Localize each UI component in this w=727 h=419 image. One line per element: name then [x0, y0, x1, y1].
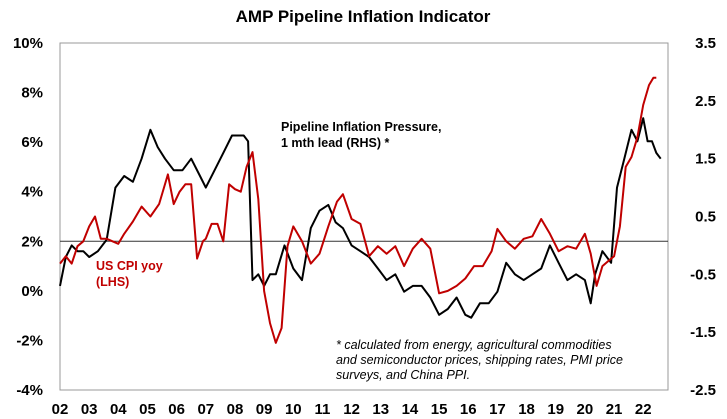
x-axis-tick-label: 11 — [315, 401, 331, 418]
x-axis-tick-label: 20 — [577, 401, 594, 418]
left-axis-ticks: 10% 8% 6% 4% 2% 0% -2% -4% — [13, 35, 43, 399]
left-axis-tick-label: 10% — [13, 35, 43, 52]
x-axis-tick-label: 10 — [285, 401, 302, 418]
right-axis-tick-label: 1.5 — [695, 151, 716, 168]
right-axis-tick-label: -0.5 — [690, 266, 716, 283]
left-axis-tick-label: 4% — [21, 184, 43, 201]
x-axis-tick-label: 05 — [139, 401, 156, 418]
right-axis-tick-label: 2.5 — [695, 93, 716, 110]
right-axis-tick-label: -2.5 — [690, 382, 716, 399]
x-axis-tick-label: 14 — [402, 401, 419, 418]
right-axis-tick-label: 3.5 — [695, 35, 716, 52]
right-axis-tick-label: -1.5 — [690, 324, 716, 341]
x-axis-tick-label: 21 — [606, 401, 623, 418]
x-axis-tick-label: 18 — [518, 401, 535, 418]
right-axis-ticks: 3.5 2.5 1.5 0.5 -0.5 -1.5 -2.5 — [690, 35, 716, 399]
footnote-line3: surveys, and China PPI. — [336, 368, 470, 382]
right-axis-tick-label: 0.5 — [695, 209, 716, 226]
pipeline-series-label-line2: 1 mth lead (RHS) * — [281, 136, 389, 150]
x-axis-tick-label: 22 — [635, 401, 652, 418]
cpi-series-label-line2: (LHS) — [96, 275, 129, 289]
x-axis-tick-label: 13 — [372, 401, 389, 418]
x-axis-tick-label: 19 — [547, 401, 564, 418]
x-axis-ticks: 02 03 04 05 06 07 08 09 10 11 12 13 14 15 16 17 18 19 20 21… — [52, 401, 652, 418]
left-axis-tick-label: -4% — [16, 382, 43, 399]
left-axis-tick-label: -2% — [16, 332, 43, 349]
x-axis-tick-label: 17 — [489, 401, 506, 418]
pipeline-inflation-line — [59, 117, 662, 319]
footnote-line2: and semiconductor prices, shipping rates… — [336, 353, 623, 367]
x-axis-tick-label: 15 — [431, 401, 448, 418]
left-axis-tick-label: 6% — [21, 134, 43, 151]
x-axis-tick-label: 06 — [168, 401, 185, 418]
x-axis-tick-label: 04 — [110, 401, 127, 418]
cpi-series-label-line1: US CPI yoy — [96, 259, 163, 273]
left-axis-tick-label: 8% — [21, 85, 43, 102]
x-axis-tick-label: 16 — [460, 401, 477, 418]
plot-frame — [59, 42, 669, 391]
footnote-line1: * calculated from energy, agricultural c… — [336, 338, 612, 352]
left-axis-tick-label: 0% — [21, 283, 43, 300]
x-axis-tick-label: 07 — [197, 401, 214, 418]
left-axis-tick-label: 2% — [21, 233, 43, 250]
x-axis-tick-label: 12 — [343, 401, 360, 418]
series-layer — [59, 76, 662, 344]
x-axis-tick-label: 03 — [81, 401, 98, 418]
x-axis-tick-label: 09 — [256, 401, 273, 418]
pipeline-series-label-line1: Pipeline Inflation Pressure, — [281, 120, 441, 134]
x-axis-tick-label: 02 — [52, 401, 69, 418]
us-cpi-line — [59, 76, 657, 344]
x-axis-tick-label: 08 — [227, 401, 244, 418]
chart-title: AMP Pipeline Inflation Indicator — [236, 7, 491, 26]
